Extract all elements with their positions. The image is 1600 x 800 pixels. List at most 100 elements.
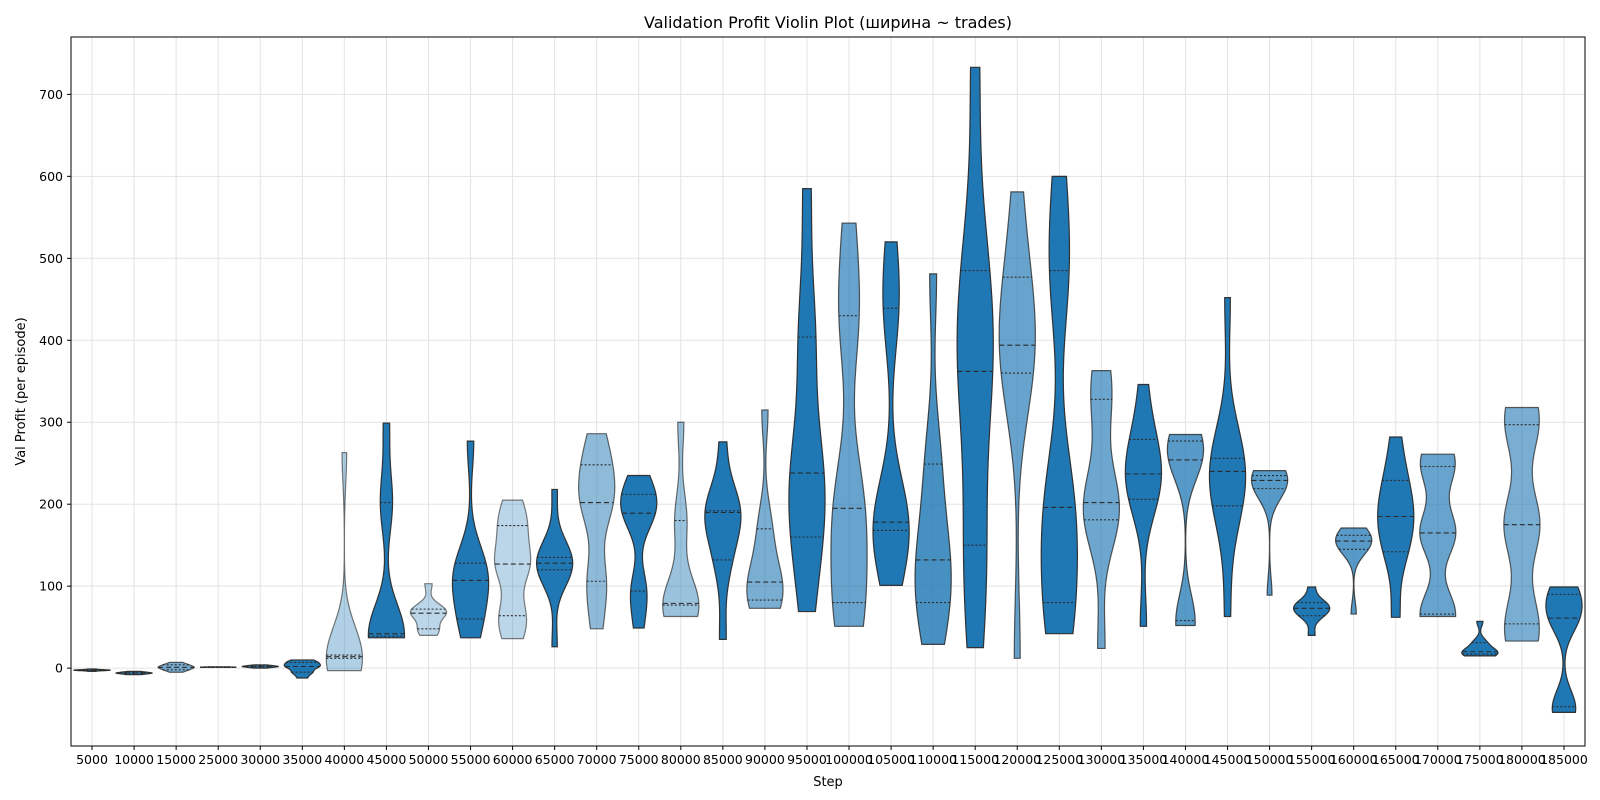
violin-55000	[451, 440, 490, 639]
x-tick-label: 25000	[198, 752, 238, 767]
violin-50000	[409, 583, 448, 636]
violin-body	[1082, 370, 1121, 650]
x-axis: 5000 10000 15000 25000 30000 35000 40000 45000 5…	[76, 746, 1588, 767]
violin-body	[1124, 383, 1163, 627]
violin-90000	[746, 409, 784, 609]
y-tick-label: 100	[39, 579, 63, 594]
violin-95000	[788, 188, 826, 613]
x-tick-label: 90000	[745, 752, 785, 767]
violin-body	[535, 488, 574, 648]
violin-185000	[1545, 586, 1583, 713]
x-tick-label: 50000	[409, 752, 449, 767]
y-axis: 0 100 200 300 400 500 600 700	[39, 87, 71, 676]
x-tick-label: 120000	[993, 752, 1041, 767]
violin-body	[1419, 453, 1457, 618]
x-tick-label: 135000	[1120, 752, 1168, 767]
violin-body	[283, 659, 321, 679]
violin-body	[1208, 297, 1247, 618]
violin-180000	[1503, 406, 1541, 642]
violin-170000	[1419, 453, 1457, 618]
violin-body	[872, 241, 910, 586]
x-tick-label: 65000	[535, 752, 575, 767]
x-tick-label: 125000	[1035, 752, 1083, 767]
x-tick-label: 165000	[1372, 752, 1420, 767]
violin-35000	[283, 659, 321, 679]
plot-frame	[70, 36, 1586, 747]
violin-10000	[115, 670, 153, 676]
grid-layer	[71, 37, 1585, 746]
violin-body	[1250, 470, 1289, 596]
violin-15000	[157, 661, 195, 673]
violin-175000	[1461, 620, 1499, 657]
violin-body	[493, 499, 532, 640]
x-tick-label: 35000	[282, 752, 322, 767]
x-tick-label: 155000	[1288, 752, 1336, 767]
violin-body	[662, 421, 700, 618]
x-tick-label: 95000	[787, 752, 827, 767]
x-tick-label: 10000	[114, 752, 154, 767]
violin-145000	[1208, 297, 1247, 618]
violin-150000	[1250, 470, 1289, 596]
x-tick-label: 180000	[1498, 752, 1546, 767]
violin-75000	[620, 474, 658, 629]
y-tick-label: 400	[39, 333, 63, 348]
x-tick-label: 70000	[577, 752, 617, 767]
x-tick-label: 55000	[451, 752, 491, 767]
violin-body	[998, 191, 1036, 659]
violin-45000	[367, 422, 406, 639]
y-tick-label: 700	[39, 87, 63, 102]
x-tick-label: 60000	[493, 752, 533, 767]
x-tick-label: 115000	[951, 752, 999, 767]
violin-60000	[493, 499, 532, 640]
x-tick-label: 130000	[1078, 752, 1126, 767]
violin-140000	[1166, 433, 1205, 627]
violin-105000	[872, 241, 910, 586]
violin-body	[1461, 620, 1499, 657]
violin-body	[746, 409, 784, 609]
y-tick-label: 200	[39, 497, 63, 512]
x-tick-label: 185000	[1540, 752, 1588, 767]
y-tick-label: 500	[39, 251, 63, 266]
x-tick-label: 175000	[1456, 752, 1504, 767]
violin-80000	[662, 421, 700, 618]
x-tick-label: 160000	[1330, 752, 1378, 767]
x-tick-label: 150000	[1246, 752, 1294, 767]
violin-body	[830, 222, 868, 627]
y-tick-label: 0	[55, 661, 63, 676]
violin-body	[578, 433, 616, 630]
x-tick-label: 145000	[1204, 752, 1252, 767]
violin-130000	[1082, 370, 1121, 650]
violin-body	[1166, 433, 1205, 627]
violin-85000	[704, 441, 742, 641]
violin-body	[956, 66, 994, 649]
violin-body	[1292, 586, 1331, 636]
violin-body	[914, 273, 952, 645]
x-tick-label: 100000	[825, 752, 873, 767]
violin-body	[1377, 436, 1415, 618]
chart-title: Validation Profit Violin Plot (ширина ~ …	[644, 13, 1012, 32]
x-tick-label: 45000	[367, 752, 407, 767]
x-tick-label: 85000	[703, 752, 743, 767]
y-tick-label: 300	[39, 415, 63, 430]
x-tick-label: 110000	[909, 752, 957, 767]
violin-body	[367, 422, 406, 639]
violin-100000	[830, 222, 868, 627]
violin-135000	[1124, 383, 1163, 627]
violin-110000	[914, 273, 952, 645]
violin-125000	[1040, 175, 1078, 635]
x-tick-label: 15000	[156, 752, 196, 767]
violin-body	[325, 451, 364, 672]
violin-165000	[1377, 436, 1415, 618]
violin-115000	[956, 66, 994, 649]
violin-body	[451, 440, 490, 639]
violin-body	[788, 188, 826, 613]
x-tick-label: 5000	[76, 752, 108, 767]
y-tick-label: 600	[39, 169, 63, 184]
violin-70000	[578, 433, 616, 630]
violin-155000	[1292, 586, 1331, 636]
violin-5000	[72, 668, 112, 673]
x-tick-label: 40000	[324, 752, 364, 767]
violin-30000	[241, 664, 280, 669]
